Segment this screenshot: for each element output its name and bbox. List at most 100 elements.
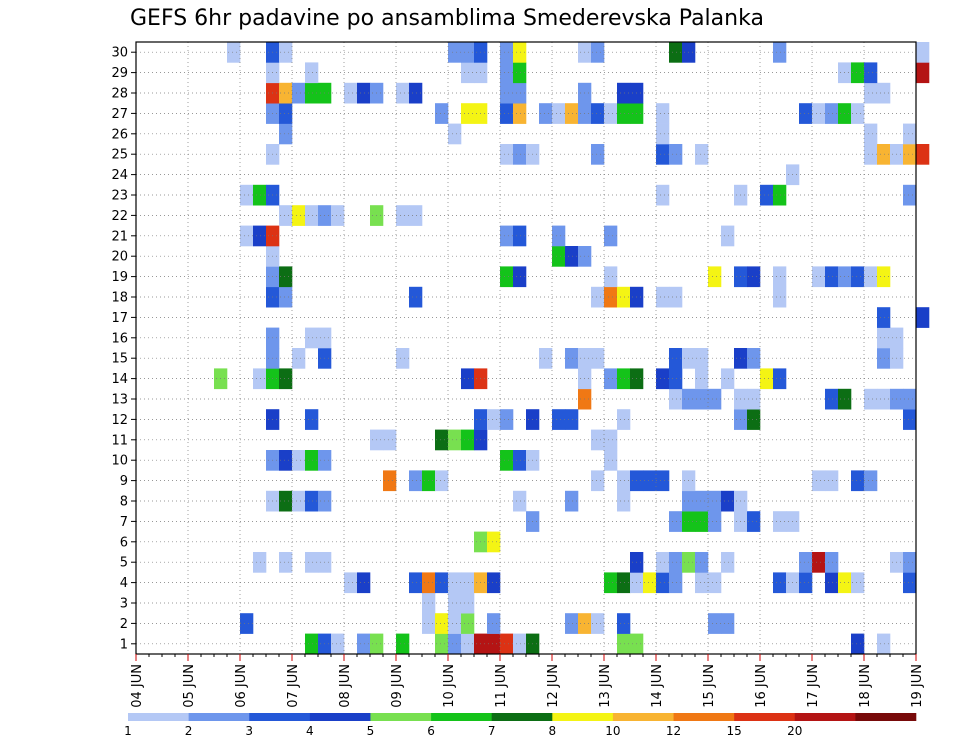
heatmap-cell [240,225,254,247]
heatmap-cell [487,531,501,553]
heatmap-cell [461,572,475,594]
heatmap-cell [500,409,514,430]
heatmap-cell [279,368,293,390]
heatmap-cell [357,572,371,594]
heatmap-cell [552,246,566,267]
heatmap-cell [825,388,839,410]
heatmap-cell [708,613,722,634]
heatmap-cell [825,552,839,573]
heatmap-cell [435,572,449,594]
heatmap-cell [656,103,670,124]
heatmap-cell [825,266,839,288]
heatmap-cell [695,552,709,573]
heatmap-cell [708,511,722,532]
heatmap-cell [357,82,371,104]
heatmap-cell [357,633,371,655]
heatmap-cell [604,429,618,451]
heatmap-cell [617,103,631,124]
heatmap-cell [409,470,423,492]
y-tick-label: 13 [111,393,128,408]
heatmap-cell [864,266,878,288]
heatmap-cell [864,470,878,492]
heatmap-cell [305,62,319,84]
legend-label: 6 [427,724,435,738]
heatmap-cell [305,552,319,573]
heatmap-cell [916,307,930,328]
x-tick-label: 15 JUN [702,664,717,708]
heatmap-cell [656,144,670,165]
legend-label: 5 [367,724,375,738]
heatmap-cell [669,511,683,532]
y-tick-label: 2 [120,617,128,632]
heatmap-cell [708,490,722,512]
heatmap-cell [435,429,449,451]
heatmap-cell [773,42,787,63]
heatmap-cell [877,388,891,410]
heatmap-cell [604,225,618,247]
y-tick-label: 14 [111,372,128,387]
heatmap-cell [695,348,709,369]
heatmap-cell [448,429,462,451]
heatmap-cell [396,205,410,226]
heatmap-cell [773,511,787,532]
heatmap-cell [604,572,618,594]
heatmap-cell [695,144,709,165]
heatmap-cell [916,144,930,165]
heatmap-cell [747,348,761,369]
legend-swatch [552,713,614,721]
heatmap-cell [409,205,423,226]
heatmap-cell [279,123,293,145]
heatmap-cell [279,205,293,226]
heatmap-cell [825,103,839,124]
heatmap-cell [448,592,462,614]
heatmap-cell [396,348,410,369]
heatmap-cell [539,348,553,369]
heatmap-cell [344,572,358,594]
heatmap-cell [877,348,891,369]
heatmap-cell [773,286,787,308]
heatmap-cell [435,613,449,634]
heatmap-cell [877,82,891,104]
heatmap-cell [448,613,462,634]
heatmap-cell [487,409,501,430]
heatmap-cell [864,62,878,84]
heatmap-cell [773,266,787,288]
heatmap-cell [656,572,670,594]
heatmap-cell [851,266,865,288]
heatmap-cell [279,103,293,124]
y-tick-label: 24 [111,168,128,183]
legend-swatch [370,713,432,721]
x-tick-label: 04 JUN [130,664,145,708]
y-tick-label: 16 [111,331,128,346]
heatmap-cell [279,490,293,512]
heatmap-cell [513,62,527,84]
heatmap-cell [721,490,735,512]
heatmap-cell [773,184,787,206]
heatmap-cell [747,388,761,410]
legend-swatch [491,713,553,721]
heatmap-cell [305,633,319,655]
heatmap-cell [500,62,514,84]
legend-swatch [188,713,250,721]
heatmap-cell [435,470,449,492]
heatmap-cell [721,368,735,390]
heatmap-cell [773,368,787,390]
heatmap-cell [877,144,891,165]
heatmap-cell [864,144,878,165]
heatmap-cell [656,552,670,573]
legend-label: 20 [787,724,802,738]
heatmap-cell [552,409,566,430]
y-tick-label: 7 [120,515,128,530]
heatmap-cell [812,470,826,492]
heatmap-cell [292,82,306,104]
legend-swatch [794,713,856,721]
heatmap-cell [396,82,410,104]
heatmap-cell [500,144,514,165]
y-tick-label: 9 [120,474,128,489]
heatmap-cell [851,103,865,124]
heatmap-cell [812,103,826,124]
heatmap-cell [331,205,345,226]
x-tick-label: 11 JUN [494,664,509,708]
y-tick-label: 6 [120,535,128,550]
x-tick-label: 10 JUN [442,664,457,708]
